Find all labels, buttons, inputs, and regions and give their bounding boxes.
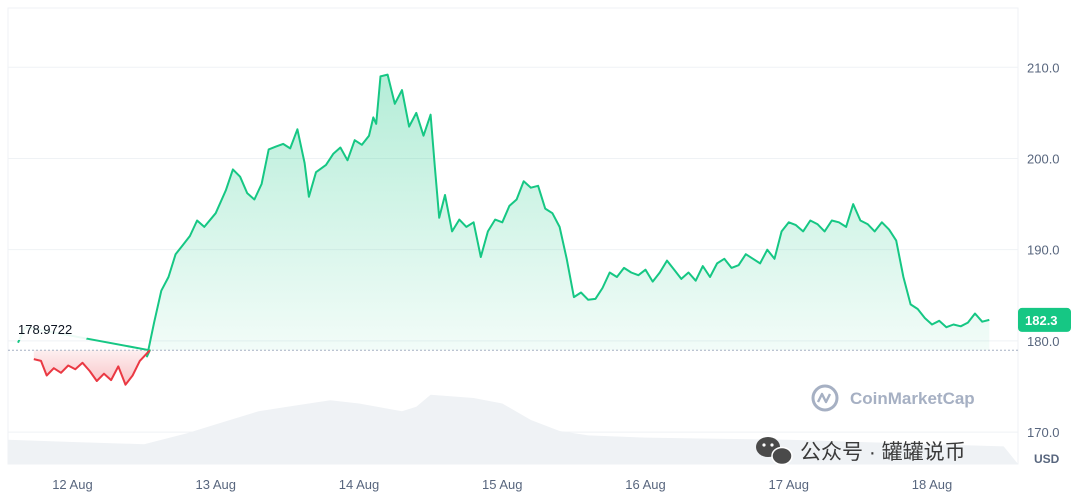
last-price-badge-bg (1018, 307, 1071, 332)
watermark-brand: CoinMarketCap (850, 389, 975, 408)
y-tick-label: 190.0 (1027, 243, 1060, 258)
y-tick-label: 210.0 (1027, 60, 1060, 75)
y-tick-label: 200.0 (1027, 151, 1060, 166)
x-axis-ticks: 12 Aug 13 Aug 14 Aug 15 Aug 16 Aug 17 Aug 18 A… (52, 477, 952, 492)
price-area-above-baseline (147, 74, 990, 357)
y-tick-label: 180.0 (1027, 334, 1060, 349)
wechat-icon (756, 437, 793, 466)
price-line-down (33, 349, 151, 386)
price-area-below-baseline (33, 350, 150, 385)
x-tick-label: 18 Aug (912, 477, 953, 492)
coinmarketcap-logo-icon (811, 384, 839, 412)
last-price-badge: 182.3 (1018, 307, 1071, 332)
x-tick-label: 12 Aug (52, 477, 93, 492)
last-price-label: 182.3 (1025, 313, 1058, 328)
currency-unit-label: USD (1034, 452, 1060, 466)
y-axis-ticks: 170.0 180.0 190.0 200.0 210.0 (1027, 60, 1060, 440)
x-tick-label: 13 Aug (195, 477, 236, 492)
y-tick-label: 170.0 (1027, 425, 1060, 440)
x-tick-label: 15 Aug (482, 477, 523, 492)
baseline-label: 178.9722 (18, 322, 72, 337)
watermark-wechat-text: 公众号 · 罐罐说币 (800, 441, 966, 464)
x-tick-label: 16 Aug (625, 477, 666, 492)
baseline-label-box: 178.9722 (9, 318, 87, 340)
watermark-wechat: 公众号 · 罐罐说币 (756, 437, 966, 466)
x-tick-label: 17 Aug (769, 477, 810, 492)
watermark-coinmarketcap: CoinMarketCap (811, 384, 975, 412)
x-tick-label: 14 Aug (339, 477, 380, 492)
price-line-up (17, 73, 990, 358)
coinmarketcap-logo-mark (816, 392, 832, 404)
baseline-label-bg (9, 318, 87, 340)
